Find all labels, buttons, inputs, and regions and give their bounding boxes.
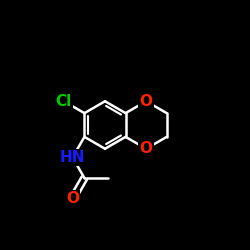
Text: Cl: Cl	[56, 94, 72, 109]
Text: O: O	[140, 94, 153, 109]
Text: O: O	[140, 141, 153, 156]
Text: HN: HN	[60, 150, 85, 165]
Text: O: O	[66, 191, 79, 206]
